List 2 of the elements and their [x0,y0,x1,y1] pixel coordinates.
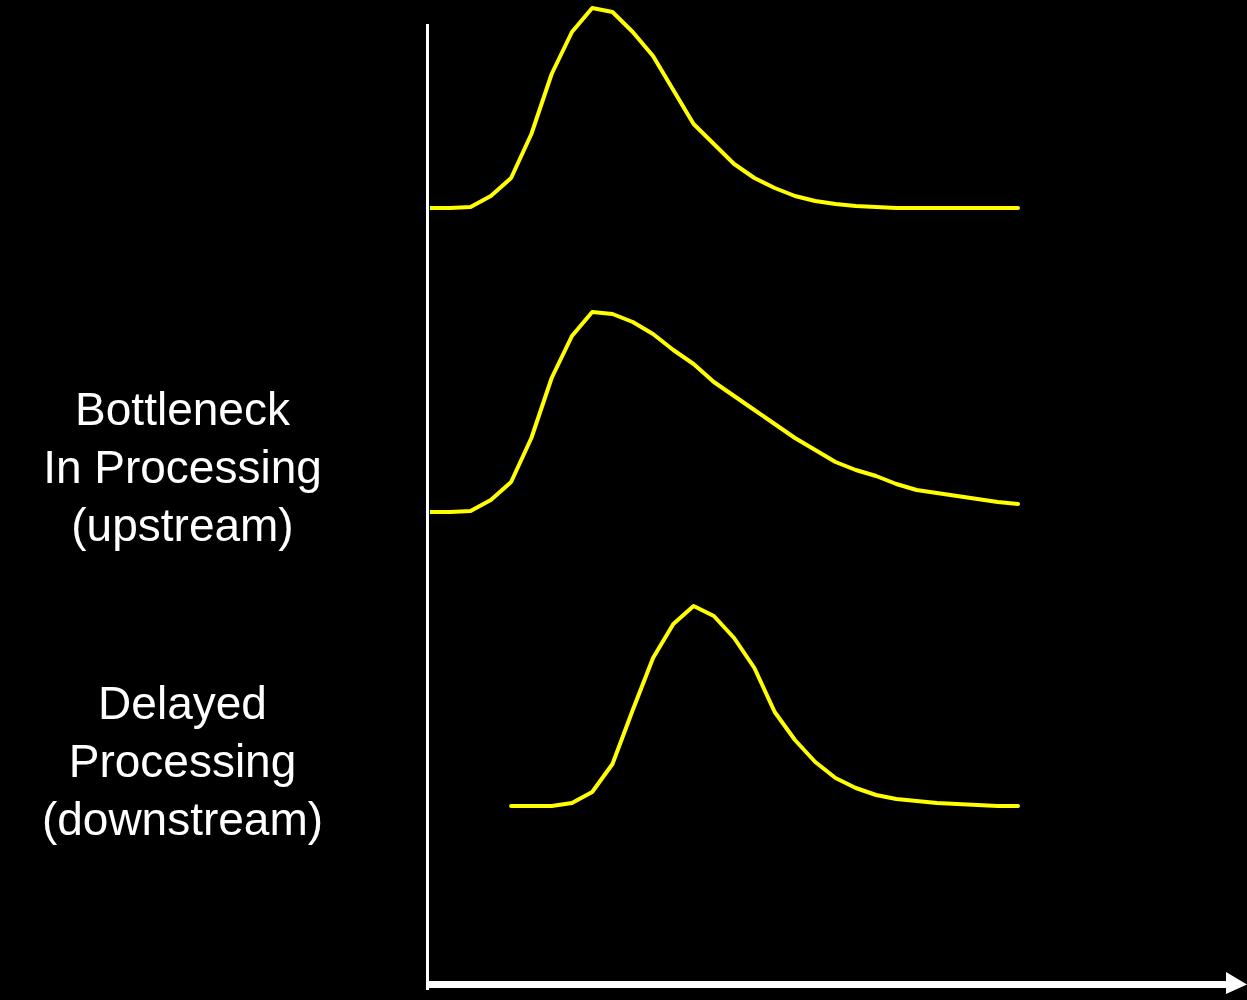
y-axis-title: Delayed Processing (downstream) [40,676,325,847]
y-axis-title: Bottleneck In Processing (upstream) [42,382,323,553]
